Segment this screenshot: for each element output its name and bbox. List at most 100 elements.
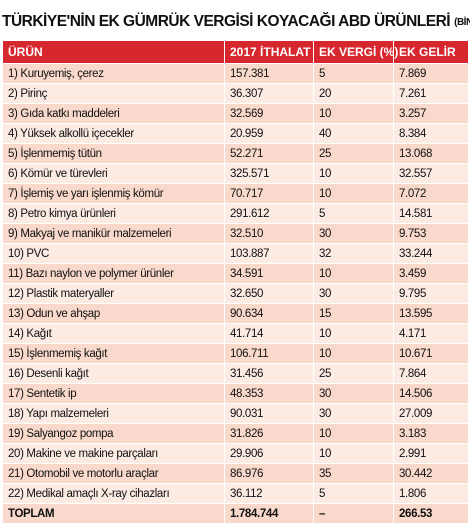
row: 4) Yüksek alkollü içecekler 20.959 40 8.384 xyxy=(2,123,469,144)
cell: 10.671 xyxy=(393,343,469,364)
row: 11) Bazı naylon ve polymer ürünler 34.591… xyxy=(2,263,469,284)
cell: 32.569 xyxy=(224,103,314,124)
row: 2) Pirinç 36.307 20 7.261 xyxy=(2,83,469,104)
cell: 10 xyxy=(313,103,394,124)
cell: 157.381 xyxy=(224,63,314,84)
row: 15) İşlenmemiş kağıt 106.711 10 10.671 xyxy=(2,343,469,364)
title-bar: TÜRKİYE'NİN EK GÜMRÜK VERGİSİ KOYACAĞI A… xyxy=(2,4,470,40)
cell: 25 xyxy=(313,143,394,164)
cell: 10 xyxy=(313,163,394,184)
cell: 31.826 xyxy=(224,423,314,444)
row: 22) Medikal amaçlı X-ray cihazları 36.112… xyxy=(2,483,469,504)
total-cell: – xyxy=(313,503,394,524)
cell: 20 xyxy=(313,83,394,104)
total-cell: 266.53 xyxy=(393,503,469,524)
row: 1) Kuruyemiş, çerez 157.381 5 7.869 xyxy=(2,63,469,84)
column-header: 2017 İTHALAT xyxy=(224,40,314,64)
cell: 35 xyxy=(313,463,394,484)
cell: 10 xyxy=(313,423,394,444)
cell: 1.806 xyxy=(393,483,469,504)
row: 10) PVC 103.887 32 33.244 xyxy=(2,243,469,264)
row: 12) Plastik materyaller 32.650 30 9.795 xyxy=(2,283,469,304)
cell: 325.571 xyxy=(224,163,314,184)
row: 5) İşlenmemiş tütün 52.271 25 13.068 xyxy=(2,143,469,164)
cell: 5 xyxy=(313,483,394,504)
cell: 3) Gıda katkı maddeleri xyxy=(2,103,225,124)
cell: 86.976 xyxy=(224,463,314,484)
cell: 30 xyxy=(313,223,394,244)
unit: (BİN $) xyxy=(454,16,470,28)
cell: 25 xyxy=(313,363,394,384)
cell: 9.753 xyxy=(393,223,469,244)
cell: 32.557 xyxy=(393,163,469,184)
row: 20) Makine ve makine parçaları 29.906 10 2.… xyxy=(2,443,469,464)
row: 13) Odun ve ahşap 90.634 15 13.595 xyxy=(2,303,469,324)
cell: 19) Salyangoz pompa xyxy=(2,423,225,444)
row: 6) Kömür ve türevleri 325.571 10 32.557 xyxy=(2,163,469,184)
cell: 11) Bazı naylon ve polymer ürünler xyxy=(2,263,225,284)
cell: 36.307 xyxy=(224,83,314,104)
cell: 9.795 xyxy=(393,283,469,304)
cell: 41.714 xyxy=(224,323,314,344)
cell: 30 xyxy=(313,403,394,424)
cell: 30 xyxy=(313,383,394,404)
cell: 32.510 xyxy=(224,223,314,244)
row: 21) Otomobil ve motorlu araçlar 86.976 35 3… xyxy=(2,463,469,484)
cell: 17) Sentetik ip xyxy=(2,383,225,404)
cell: 9) Makyaj ve manikür malzemeleri xyxy=(2,223,225,244)
total-cell: TOPLAM xyxy=(2,503,225,524)
cell: 22) Medikal amaçlı X-ray cihazları xyxy=(2,483,225,504)
cell: 33.244 xyxy=(393,243,469,264)
row: 19) Salyangoz pompa 31.826 10 3.183 xyxy=(2,423,469,444)
cell: 10 xyxy=(313,343,394,364)
cell: 5 xyxy=(313,203,394,224)
cell: 27.009 xyxy=(393,403,469,424)
cell: 13.068 xyxy=(393,143,469,164)
cell: 10) PVC xyxy=(2,243,225,264)
cell: 3.459 xyxy=(393,263,469,284)
cell: 36.112 xyxy=(224,483,314,504)
row: 9) Makyaj ve manikür malzemeleri 32.510 30… xyxy=(2,223,469,244)
cell: 103.887 xyxy=(224,243,314,264)
cell: 15 xyxy=(313,303,394,324)
cell: 2.991 xyxy=(393,443,469,464)
cell: 52.271 xyxy=(224,143,314,164)
cell: 7.261 xyxy=(393,83,469,104)
cell: 10 xyxy=(313,443,394,464)
cell: 31.456 xyxy=(224,363,314,384)
cell: 14.581 xyxy=(393,203,469,224)
cell: 14.506 xyxy=(393,383,469,404)
cell: 10 xyxy=(313,263,394,284)
cell: 14) Kağıt xyxy=(2,323,225,344)
cell: 5) İşlenmemiş tütün xyxy=(2,143,225,164)
cell: 7.864 xyxy=(393,363,469,384)
cell: 10 xyxy=(313,183,394,204)
row: 3) Gıda katkı maddeleri 32.569 10 3.257 xyxy=(2,103,469,124)
row: 18) Yapı malzemeleri 90.031 30 27.009 xyxy=(2,403,469,424)
cell: 40 xyxy=(313,123,394,144)
cell: 291.612 xyxy=(224,203,314,224)
column-header: EK GELİR xyxy=(393,40,469,64)
cell: 30 xyxy=(313,283,394,304)
cell: 32.650 xyxy=(224,283,314,304)
cell: 5 xyxy=(313,63,394,84)
cell: 13.595 xyxy=(393,303,469,324)
cell: 3.183 xyxy=(393,423,469,444)
cell: 1) Kuruyemiş, çerez xyxy=(2,63,225,84)
column-header: ÜRÜN xyxy=(2,40,225,64)
title: TÜRKİYE'NİN EK GÜMRÜK VERGİSİ KOYACAĞI A… xyxy=(2,13,451,30)
cell: 21) Otomobil ve motorlu araçlar xyxy=(2,463,225,484)
cell: 7.869 xyxy=(393,63,469,84)
total-row: TOPLAM 1.784.744–266.53 xyxy=(2,503,469,524)
cell: 90.031 xyxy=(224,403,314,424)
cell: 34.591 xyxy=(224,263,314,284)
row: 14) Kağıt 41.714 10 4.171 xyxy=(2,323,469,344)
cell: 29.906 xyxy=(224,443,314,464)
cell: 48.353 xyxy=(224,383,314,404)
cell: 12) Plastik materyaller xyxy=(2,283,225,304)
cell: 3.257 xyxy=(393,103,469,124)
cell: 15) İşlenmemiş kağıt xyxy=(2,343,225,364)
cell: 70.717 xyxy=(224,183,314,204)
cell: 13) Odun ve ahşap xyxy=(2,303,225,324)
